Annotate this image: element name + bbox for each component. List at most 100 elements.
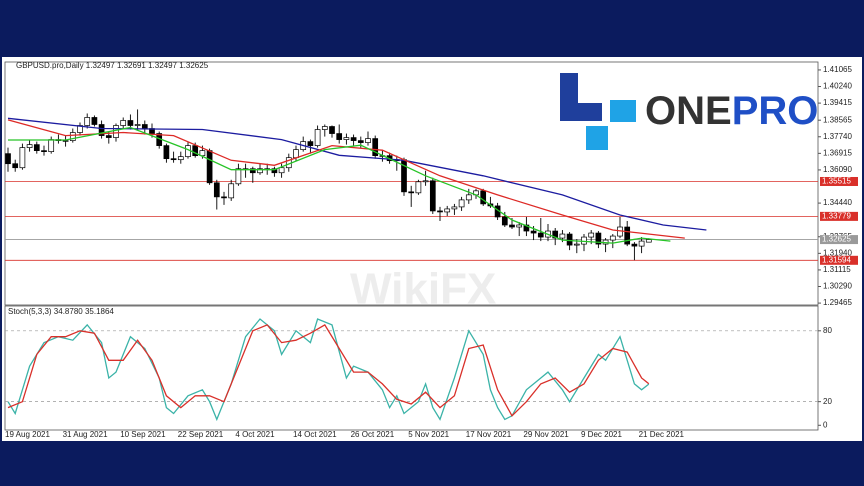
- candle-body: [235, 168, 242, 185]
- candle-body: [185, 145, 191, 158]
- logo-shape: [560, 73, 578, 121]
- candle-body: [120, 120, 127, 126]
- candle-body: [501, 216, 508, 226]
- candle-body: [271, 168, 278, 174]
- candle-body: [62, 140, 69, 142]
- x-tick-label: 19 Aug 2021: [5, 430, 50, 439]
- series-line: [7, 324, 650, 417]
- candle-body: [177, 156, 184, 161]
- watermark: WikiFX: [350, 265, 496, 314]
- candle-body: [127, 120, 134, 126]
- y-tick-label: 1.38565: [823, 115, 852, 124]
- x-tick-label: 10 Sep 2021: [120, 430, 166, 439]
- y-tick-label: 1.40240: [823, 82, 852, 91]
- candle-body: [480, 190, 487, 205]
- logo-shape: [578, 103, 602, 121]
- candle-body: [91, 117, 98, 125]
- logo: ONEPRO: [560, 73, 818, 150]
- candle-body: [206, 150, 213, 184]
- candle-body: [516, 224, 523, 228]
- candle-body: [249, 168, 256, 174]
- y-tick-label: 1.34440: [823, 198, 852, 207]
- candle-body: [48, 139, 55, 152]
- candle-body: [523, 224, 530, 232]
- candle-body: [509, 224, 515, 228]
- series-line: [8, 126, 671, 244]
- y-tick-label: 1.37740: [823, 132, 852, 141]
- chart-panel: [2, 57, 862, 441]
- candle-body: [429, 180, 436, 212]
- level-label: 1.35515: [822, 177, 851, 186]
- candle-body: [530, 230, 537, 234]
- candle-body: [559, 233, 566, 239]
- candle-body: [465, 194, 472, 201]
- x-tick-label: 9 Dec 2021: [581, 430, 622, 439]
- candle-body: [33, 144, 40, 151]
- x-tick-label: 26 Oct 2021: [351, 430, 395, 439]
- candle-body: [221, 196, 227, 199]
- candle-body: [228, 183, 235, 199]
- level-tag: [820, 176, 858, 186]
- logo-shape: [586, 126, 608, 150]
- series-line: [7, 119, 685, 239]
- candle-body: [595, 232, 602, 245]
- x-tick-label: 21 Dec 2021: [639, 430, 685, 439]
- candle-body: [69, 132, 76, 141]
- candle-body: [307, 141, 314, 146]
- candle-body: [113, 125, 119, 138]
- candle-body: [638, 240, 645, 247]
- y-tick-label: 1.36090: [823, 165, 852, 174]
- candle-body: [552, 230, 559, 239]
- candle-body: [314, 129, 321, 146]
- candle-body: [278, 167, 285, 174]
- candle-body: [451, 206, 458, 210]
- level-tag: [820, 211, 858, 221]
- candle-body: [321, 126, 328, 130]
- candle-body: [41, 150, 47, 152]
- candle-body: [170, 158, 177, 161]
- candle-body: [26, 144, 33, 148]
- candle-body: [588, 232, 595, 238]
- candle-body: [365, 138, 371, 143]
- candle-body: [293, 149, 299, 159]
- candle-body: [444, 208, 451, 213]
- level-label: 1.31594: [822, 255, 851, 264]
- candle-body: [105, 135, 112, 138]
- x-tick-label: 22 Sep 2021: [178, 430, 224, 439]
- candle-body: [645, 239, 652, 243]
- y-tick-label: 0: [823, 420, 828, 429]
- x-tick-label: 17 Nov 2021: [466, 430, 512, 439]
- series-line: [7, 318, 650, 422]
- candle-body: [422, 180, 429, 183]
- stoch-title: Stoch(5,3,3) 34.8780 35.1864: [8, 307, 114, 316]
- candle-body: [12, 163, 19, 169]
- y-tick-label: 1.31940: [823, 248, 852, 257]
- y-tick-label: 20: [823, 397, 832, 406]
- stoch-frame: [4, 305, 819, 431]
- x-tick-label: 5 Nov 2021: [408, 430, 449, 439]
- level-tag: [820, 255, 858, 265]
- x-tick-label: 29 Nov 2021: [523, 430, 569, 439]
- level-label: 1.33779: [822, 211, 851, 220]
- candle-body: [19, 147, 26, 169]
- y-tick-label: 80: [823, 326, 832, 335]
- candle-body: [336, 133, 343, 140]
- candle-body: [257, 168, 263, 174]
- candle-body: [408, 191, 415, 194]
- candle-body: [98, 124, 105, 136]
- x-tick-label: 4 Oct 2021: [235, 430, 275, 439]
- candle-body: [213, 182, 220, 198]
- candle-body: [581, 236, 587, 245]
- y-tick-label: 1.29465: [823, 298, 852, 307]
- candle-body: [329, 126, 335, 134]
- candle-body: [343, 137, 350, 140]
- candle-body: [357, 140, 364, 143]
- y-tick-label: 1.30290: [823, 282, 852, 291]
- candle-body: [163, 145, 170, 160]
- y-tick-label: 1.36915: [823, 148, 852, 157]
- candle-body: [566, 233, 573, 246]
- candle-body: [192, 145, 199, 157]
- chart-title: GBPUSD.pro,Daily 1.32497 1.32691 1.32497…: [16, 61, 209, 70]
